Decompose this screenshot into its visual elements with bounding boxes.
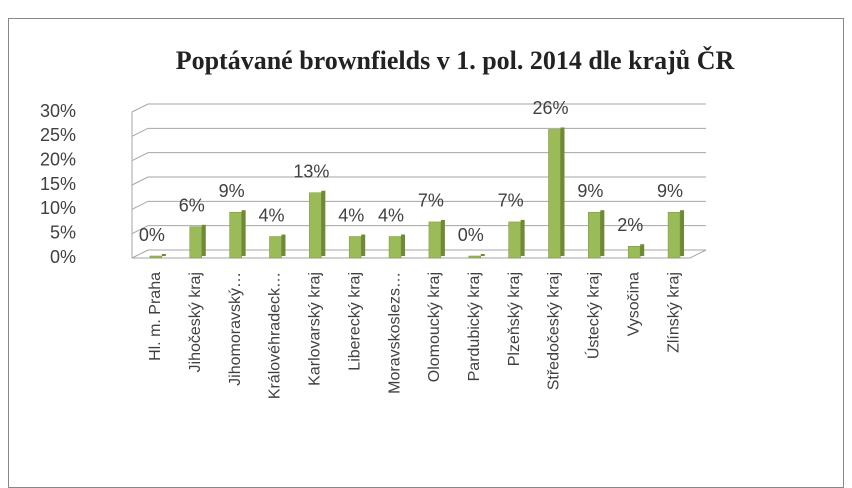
bar-side [241, 210, 246, 256]
bar [548, 129, 561, 259]
bar-side [440, 219, 445, 256]
value-label: 7% [498, 191, 524, 211]
y-tick-label: 0% [50, 247, 76, 267]
bar [428, 221, 442, 259]
x-tick-label: Karlovarský kraj [307, 272, 324, 386]
x-tick-label: Plzeňský kraj [506, 272, 523, 366]
x-tick-label: Ústecký kraj [584, 272, 603, 359]
y-tick-label: 25% [40, 125, 76, 145]
x-tick-label: Středočeský kraj [546, 272, 563, 390]
value-label: 9% [219, 181, 245, 201]
bar [627, 246, 641, 259]
value-label: 6% [179, 196, 205, 216]
bar-side [321, 190, 326, 256]
bar [149, 255, 163, 259]
floor [132, 249, 707, 259]
bar-side [600, 210, 605, 256]
bar-side [520, 219, 525, 256]
bar-side [640, 244, 645, 256]
value-label: 7% [418, 191, 444, 211]
value-label: 9% [657, 181, 683, 201]
bar-side [401, 234, 406, 256]
x-tick-label: Hl. m. Praha [147, 272, 164, 361]
y-tick-label: 30% [40, 101, 76, 121]
bar [229, 211, 242, 259]
grid-line [131, 176, 706, 186]
value-label: 13% [293, 161, 329, 181]
bar-side [361, 234, 366, 256]
value-label: 26% [532, 98, 568, 118]
x-tick-label: Moravskoslezs… [386, 272, 403, 394]
grid-line [131, 152, 706, 162]
bar [508, 221, 521, 259]
value-label: 4% [338, 205, 364, 225]
value-label: 0% [458, 225, 484, 245]
value-label: 2% [617, 215, 643, 235]
bar-side [680, 210, 685, 256]
bar-side [201, 224, 206, 256]
bar [269, 236, 282, 259]
bar-side [480, 254, 485, 256]
value-label: 0% [139, 225, 165, 245]
x-tick-label: Královéhradeck… [267, 272, 284, 399]
bar-side [560, 127, 565, 256]
x-tick-label: Pardubický kraj [466, 272, 483, 381]
y-tick-label: 15% [40, 174, 76, 194]
bar [588, 211, 601, 259]
grid-line [131, 249, 706, 259]
value-label: 4% [378, 205, 404, 225]
bar-side [281, 234, 286, 256]
y-tick-label: 5% [50, 222, 76, 242]
grid-line [131, 200, 706, 210]
chart-title: Poptávané brownfields v 1. pol. 2014 dle… [175, 46, 735, 75]
bar [468, 255, 482, 259]
grid-line [131, 127, 706, 137]
y-tick-label: 10% [40, 198, 76, 218]
y-tick-label: 20% [40, 149, 76, 169]
x-tick-label: Vysočina [625, 272, 642, 336]
x-tick-label: Olomoucký kraj [426, 272, 443, 382]
bar [309, 192, 322, 259]
bar [189, 226, 203, 259]
x-tick-label: Jihočeský kraj [187, 272, 204, 372]
value-label: 9% [577, 181, 603, 201]
bar [348, 236, 362, 259]
bar-side [161, 254, 166, 256]
x-tick-label: Jihomoravský… [227, 272, 244, 386]
x-tick-label: Zlínský kraj [665, 272, 682, 353]
x-tick-label: Liberecký kraj [346, 272, 363, 371]
grid-line [131, 103, 706, 113]
value-label: 4% [258, 205, 284, 225]
bar [388, 236, 402, 259]
bar [667, 211, 681, 259]
